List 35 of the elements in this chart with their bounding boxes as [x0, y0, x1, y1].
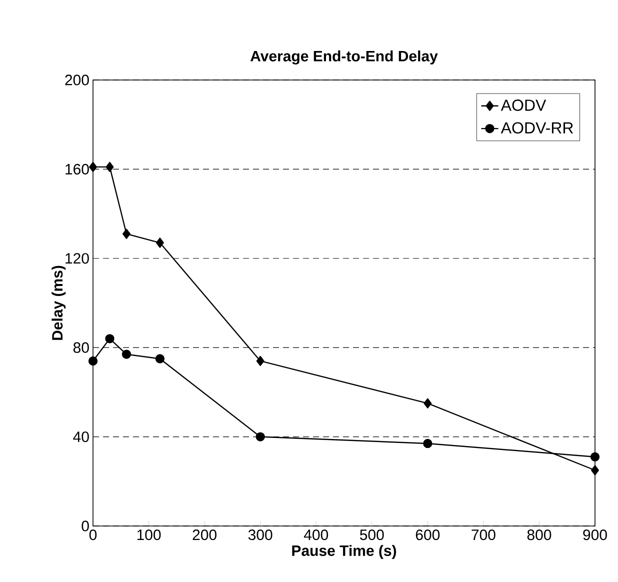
point [256, 432, 265, 442]
x-tick-label: 600 [416, 530, 440, 540]
point [591, 465, 599, 476]
y-axis-title: Delay (ms) [52, 266, 66, 340]
point [590, 452, 600, 462]
legend-label: AODV [500, 100, 546, 111]
point [424, 398, 432, 408]
x-tick-label: 900 [583, 530, 607, 540]
x-tick-label: 500 [360, 530, 384, 540]
y-tick-label: 40 [73, 431, 89, 442]
point [122, 228, 130, 239]
y-tick-label: 80 [73, 342, 89, 353]
x-tick-label: 400 [304, 530, 328, 540]
y-tick-label: 0 [82, 520, 89, 532]
point [105, 334, 114, 344]
point [106, 162, 114, 172]
x-tick-label: 800 [527, 530, 552, 540]
x-tick-label: 200 [192, 530, 216, 540]
point [256, 356, 264, 366]
x-tick-label: 300 [248, 530, 272, 540]
point [89, 162, 97, 172]
y-tick-label: 160 [66, 164, 89, 174]
x-tick-label: 0 [89, 530, 97, 540]
point [122, 350, 132, 359]
point [88, 356, 98, 366]
point [155, 354, 165, 364]
point [156, 238, 164, 248]
chart-title: Average End-to-End Delay [250, 50, 438, 64]
y-tick-label: 120 [66, 253, 89, 264]
x-axis-title: Pause Time (s) [292, 544, 396, 559]
x-tick-label: 100 [137, 530, 161, 540]
x-tick-label: 700 [472, 530, 496, 540]
y-tick-label: 200 [65, 74, 89, 86]
point [423, 438, 432, 448]
legend-label: AODV-RR [500, 122, 574, 134]
